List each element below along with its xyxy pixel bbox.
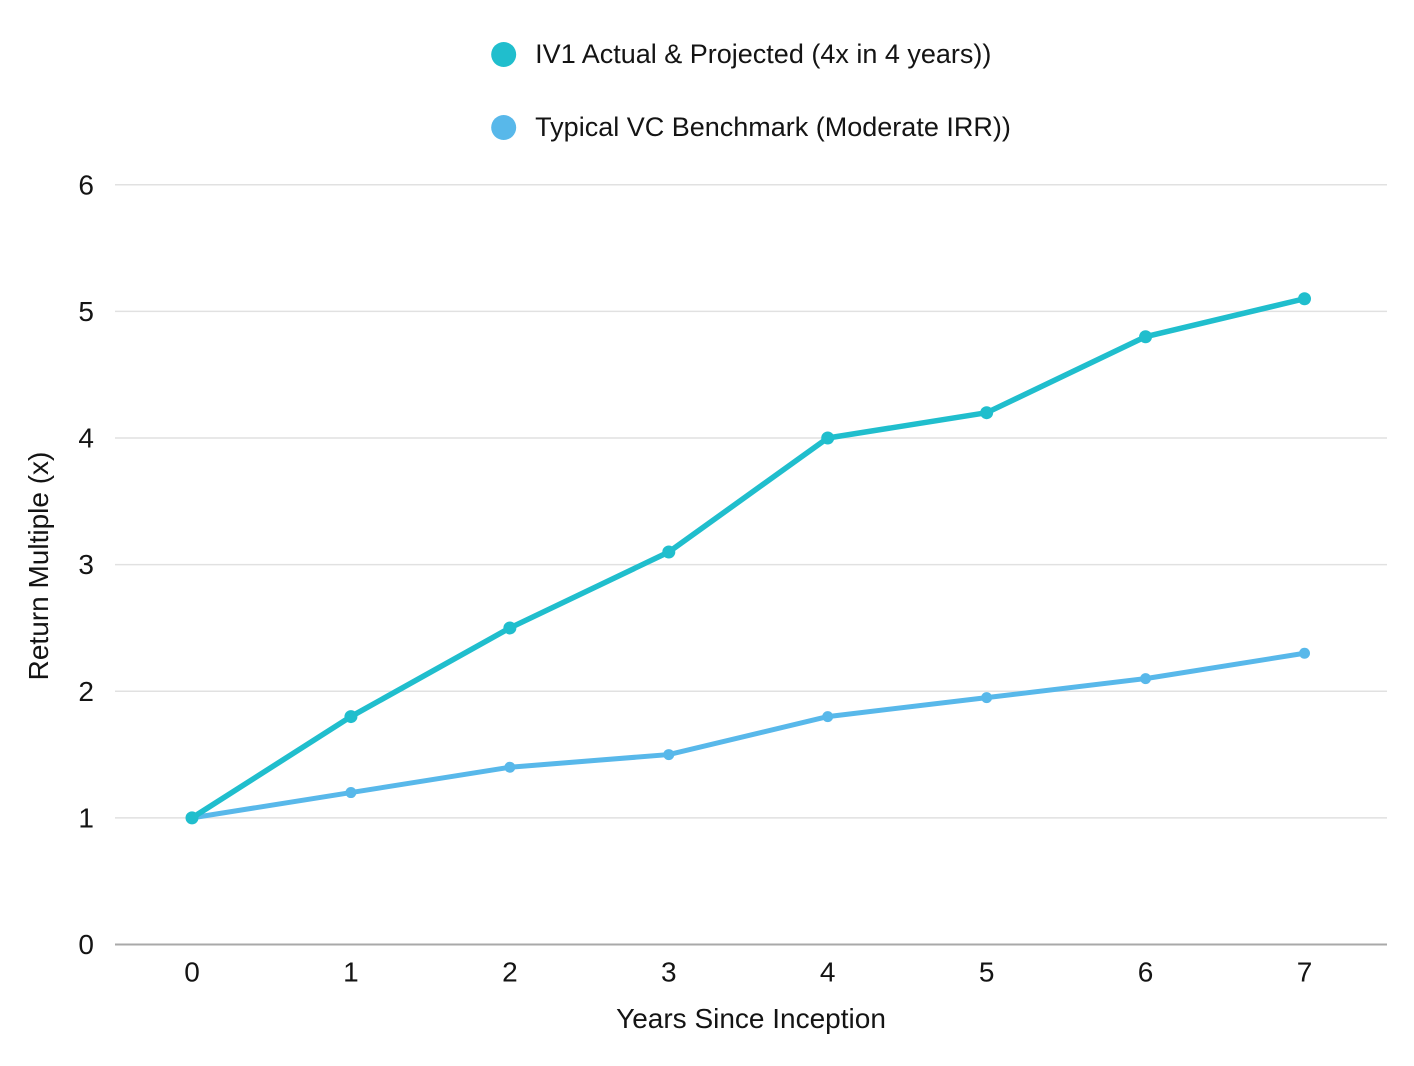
data-point [663, 749, 675, 761]
data-point [1298, 292, 1312, 306]
legend: IV1 Actual & Projected (4x in 4 years)) … [491, 39, 1011, 143]
legend-item-iv1: IV1 Actual & Projected (4x in 4 years)) [491, 39, 991, 70]
data-point [345, 787, 357, 799]
y-tick-label: 0 [78, 929, 94, 960]
y-tick-label: 4 [78, 423, 94, 454]
y-tick-label: 6 [78, 169, 94, 200]
data-point [981, 692, 993, 704]
y-tick-label: 3 [78, 549, 94, 580]
x-tick-label: 5 [979, 957, 995, 988]
y-tick-label: 2 [78, 676, 94, 707]
data-point [1139, 330, 1153, 344]
data-point [504, 761, 516, 773]
x-tick-label: 1 [343, 957, 359, 988]
y-tick-label: 1 [78, 802, 94, 833]
x-axis-title: Years Since Inception [616, 1003, 886, 1034]
x-tick-label: 7 [1297, 957, 1313, 988]
data-point [1299, 647, 1311, 659]
legend-item-benchmark: Typical VC Benchmark (Moderate IRR)) [491, 112, 1011, 143]
legend-label-benchmark: Typical VC Benchmark (Moderate IRR)) [535, 112, 1011, 142]
data-point [822, 711, 834, 723]
legend-dot-iv1-icon [491, 42, 517, 67]
data-point [185, 811, 199, 825]
x-tick-label: 6 [1138, 957, 1154, 988]
y-tick-label: 5 [78, 296, 94, 327]
legend-dot-benchmark-icon [491, 115, 517, 140]
series-line-1 [189, 650, 1308, 821]
data-point [662, 545, 676, 559]
x-tick-label: 4 [820, 957, 836, 988]
data-point [503, 621, 517, 635]
series-line-0 [189, 295, 1308, 821]
data-point [980, 406, 994, 420]
x-tick-label: 0 [184, 957, 200, 988]
data-point [1140, 673, 1152, 685]
x-tick-label: 2 [502, 957, 518, 988]
legend-label-iv1: IV1 Actual & Projected (4x in 4 years)) [535, 39, 992, 69]
data-point [344, 710, 358, 724]
x-tick-label: 3 [661, 957, 677, 988]
data-point [821, 431, 835, 445]
